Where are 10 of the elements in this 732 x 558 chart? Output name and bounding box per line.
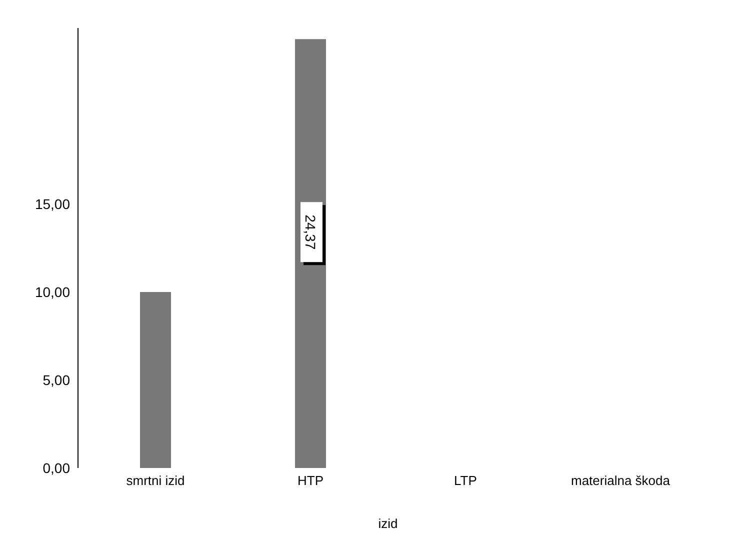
- y-tick-label: 5,00: [42, 372, 70, 388]
- y-tick-label: 0,00: [42, 460, 70, 476]
- x-tick-label: LTP: [454, 473, 477, 488]
- x-axis-title: izid: [378, 516, 398, 531]
- x-tick-label: materialna škoda: [571, 473, 671, 488]
- x-tick-label: smrtni izid: [126, 473, 185, 488]
- y-tick-label: 10,00: [34, 284, 70, 300]
- y-tick-label: 15,00: [34, 196, 70, 212]
- x-tick-label: HTP: [298, 473, 324, 488]
- data-label: 24,37: [302, 214, 318, 250]
